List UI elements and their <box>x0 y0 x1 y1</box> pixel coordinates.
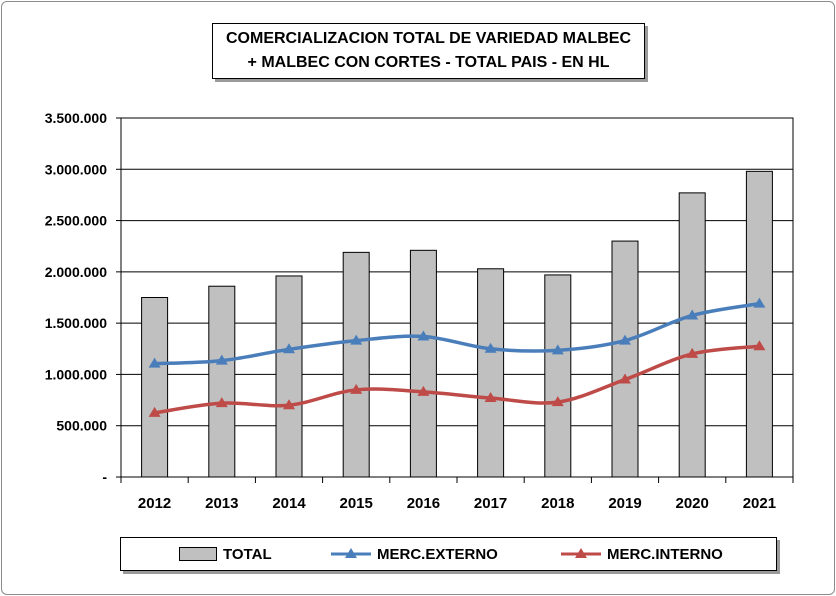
series-line-merc-externo <box>154 301 760 366</box>
y-tick-label: 2.500.000 <box>45 213 107 229</box>
x-tick-label: 2017 <box>474 495 507 512</box>
bar-total <box>678 192 706 478</box>
point-merc-interno <box>350 383 363 394</box>
legend-item-merc-externo: MERC.EXTERNO <box>331 538 498 570</box>
y-tick-label: 3.500.000 <box>45 110 107 126</box>
bar-total <box>275 275 303 478</box>
legend-swatch-merc-externo <box>331 548 371 558</box>
x-tick-label: 2021 <box>743 495 776 512</box>
point-merc-externo <box>350 334 363 345</box>
y-tick-label: 1.000.000 <box>45 366 107 382</box>
x-tick-label: 2020 <box>676 495 709 512</box>
point-merc-externo <box>215 354 228 365</box>
point-merc-interno <box>551 396 564 407</box>
bar-total <box>477 268 505 478</box>
y-tick-label: 2.000.000 <box>45 264 107 280</box>
bar-total <box>409 249 437 478</box>
point-merc-interno <box>619 373 631 384</box>
x-tick-label: 2016 <box>407 495 440 512</box>
point-merc-interno <box>148 406 161 417</box>
legend-item-merc-interno: MERC.INTERNO <box>561 538 723 570</box>
bar-total <box>611 240 639 478</box>
y-tick-label: 3.000.000 <box>45 161 107 177</box>
point-merc-externo <box>417 330 430 341</box>
x-tick-label: 2012 <box>138 495 171 512</box>
point-merc-externo <box>148 357 161 368</box>
point-merc-interno <box>417 385 430 396</box>
bar-total <box>342 251 370 478</box>
x-tick-label: 2018 <box>541 495 574 512</box>
bar-total <box>544 274 572 478</box>
x-tick-label: 2019 <box>608 495 641 512</box>
point-merc-externo <box>484 342 497 353</box>
x-tick-label: 2015 <box>340 495 373 512</box>
bar-total <box>745 170 773 478</box>
chart-title: COMERCIALIZACION TOTAL DE VARIEDAD MALBE… <box>212 23 645 79</box>
point-merc-interno <box>484 392 497 403</box>
y-tick-label: 1.500.000 <box>45 315 107 331</box>
y-tick-label: - <box>102 469 107 485</box>
y-tick-label: 500.000 <box>56 418 107 434</box>
legend-label-merc-interno: MERC.INTERNO <box>607 545 723 563</box>
point-merc-interno <box>753 340 766 351</box>
point-merc-externo <box>619 334 631 345</box>
point-merc-externo <box>551 344 564 355</box>
chart-title-line-2: + MALBEC CON CORTES - TOTAL PAIS - EN HL <box>247 54 610 71</box>
series-line-merc-interno <box>154 344 760 415</box>
legend-label-merc-externo: MERC.EXTERNO <box>377 545 498 563</box>
legend-swatch-merc-interno <box>561 548 601 558</box>
x-tick-label: 2014 <box>272 495 306 512</box>
bar-total <box>141 297 169 478</box>
x-tick-label: 2013 <box>205 495 238 512</box>
legend-item-total: TOTAL <box>179 538 272 570</box>
point-merc-externo <box>283 343 295 354</box>
chart-legend: TOTAL MERC.EXTERNO MERC.INTERNO <box>120 537 777 571</box>
point-merc-interno <box>215 397 228 408</box>
point-merc-externo <box>753 297 766 308</box>
legend-swatch-total <box>179 547 217 561</box>
bar-total <box>208 285 236 478</box>
point-merc-interno <box>686 347 699 358</box>
legend-label-total: TOTAL <box>223 545 272 563</box>
point-merc-interno <box>283 399 295 410</box>
point-merc-externo <box>686 309 699 320</box>
chart-title-line-1: COMERCIALIZACION TOTAL DE VARIEDAD MALBE… <box>225 30 632 47</box>
